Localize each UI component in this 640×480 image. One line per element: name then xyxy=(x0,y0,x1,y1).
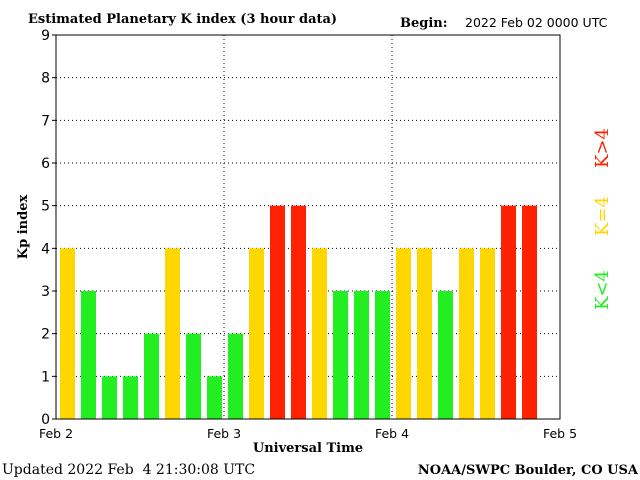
updated-timestamp: Updated 2022 Feb 4 21:30:08 UTC xyxy=(2,462,255,478)
legend-high: K>4 xyxy=(592,128,613,168)
legend-mid: K=4 xyxy=(592,196,613,236)
kp-bar xyxy=(165,248,180,419)
kp-bar xyxy=(501,205,516,419)
bars xyxy=(60,205,537,419)
y-tick-label: 9 xyxy=(41,28,50,44)
kp-bar xyxy=(249,248,264,419)
y-tick-label: 8 xyxy=(41,71,50,87)
kp-bar xyxy=(144,333,159,419)
begin-value: 2022 Feb 02 0000 UTC xyxy=(465,15,608,30)
y-axis-label: Kp index xyxy=(16,195,31,260)
y-tick-label: 1 xyxy=(41,369,50,385)
x-tick-label: Feb 5 xyxy=(543,426,577,441)
axis-ticks: 0 1 2 3 4 5 6 7 8 9 Feb 2 Feb 3 Feb 4 Feb 5 xyxy=(39,28,577,441)
kp-bar xyxy=(81,291,96,419)
begin-label: Begin: xyxy=(400,16,448,31)
kp-bar xyxy=(354,291,369,419)
kp-bar xyxy=(60,248,75,419)
y-tick-label: 2 xyxy=(41,327,50,343)
kp-bar xyxy=(522,205,537,419)
x-tick-label: Feb 3 xyxy=(207,426,241,441)
kp-bar xyxy=(207,376,222,419)
kp-bar xyxy=(228,333,243,419)
y-tick-label: 5 xyxy=(41,199,50,215)
chart-title: Estimated Planetary K index (3 hour data… xyxy=(28,12,337,27)
y-tick-label: 7 xyxy=(41,113,50,129)
kp-bar xyxy=(333,291,348,419)
x-tick-label: Feb 4 xyxy=(375,426,409,441)
kp-bar xyxy=(123,376,138,419)
kp-bar xyxy=(438,291,453,419)
y-tick-label: 4 xyxy=(41,241,50,257)
x-axis-label: Universal Time xyxy=(253,441,363,456)
grid xyxy=(56,35,560,419)
y-tick-label: 3 xyxy=(41,284,50,300)
kp-bar xyxy=(270,205,285,419)
kp-bar xyxy=(417,248,432,419)
kp-bar xyxy=(480,248,495,419)
legend-low: K<4 xyxy=(592,270,613,310)
x-tick-label: Feb 2 xyxy=(39,426,73,441)
y-tick-label: 0 xyxy=(41,412,50,428)
source-credit: NOAA/SWPC Boulder, CO USA xyxy=(418,463,639,478)
plot-frame xyxy=(55,34,561,420)
kp-bar xyxy=(312,248,327,419)
kp-bar xyxy=(102,376,117,419)
y-tick-label: 6 xyxy=(41,156,50,172)
kp-bar xyxy=(186,333,201,419)
kp-bar xyxy=(459,248,474,419)
kp-bar xyxy=(396,248,411,419)
kp-bar xyxy=(291,205,306,419)
kp-bar xyxy=(375,291,390,419)
